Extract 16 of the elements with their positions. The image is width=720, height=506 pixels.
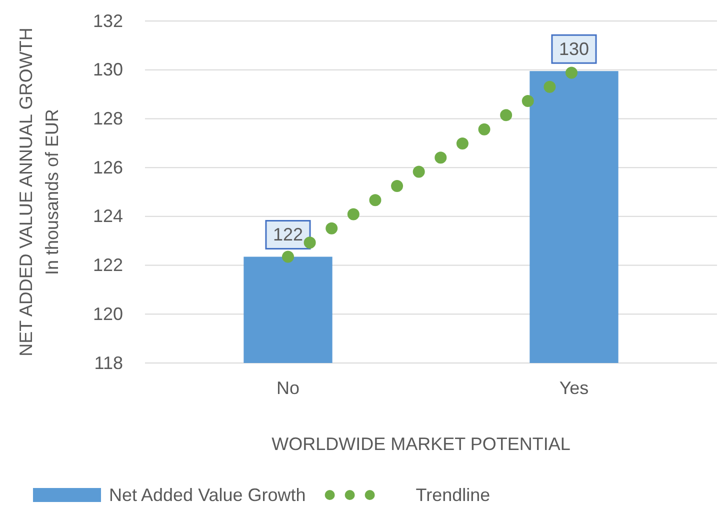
y-axis-title: NET ADDED VALUE ANNUAL GROWTH In thousands of EUR	[16, 28, 62, 356]
y-tick-label: 120	[92, 304, 123, 324]
x-tick-label: No	[276, 378, 300, 398]
y-tick-label: 124	[92, 206, 123, 226]
x-axis-title: WORLDWIDE MARKET POTENTIAL	[272, 434, 570, 454]
y-tick-label: 126	[92, 157, 123, 178]
y-tick-label: 122	[92, 255, 123, 276]
y-tick-label: 130	[92, 60, 123, 80]
y-tick-label: 128	[92, 108, 123, 128]
x-tick-label: Yes	[559, 378, 589, 398]
legend-label: Trendline	[416, 485, 490, 505]
y-tick-label: 118	[94, 352, 123, 373]
data-label: 130	[558, 39, 590, 60]
legend-label: Net Added Value Growth	[109, 485, 306, 505]
y-tick-label: 132	[92, 10, 123, 31]
data-label: 122	[272, 224, 304, 245]
